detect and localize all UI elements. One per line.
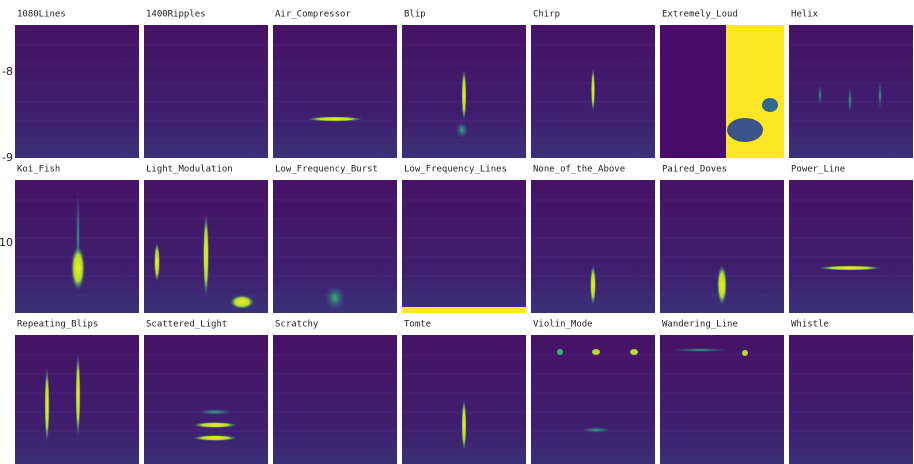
panel-label: Air_Compressor xyxy=(275,10,351,20)
panel-label: Scattered_Light xyxy=(146,320,227,330)
panel-label: Violin_Mode xyxy=(533,320,593,330)
panel-label: Chirp xyxy=(533,10,560,20)
panel-label: Wandering_Line xyxy=(662,320,738,330)
panel-label: None_of_the_Above xyxy=(533,165,625,175)
panel-label: Helix xyxy=(791,10,819,20)
panel-label: Paired_Doves xyxy=(662,165,727,175)
panel-label: Tomte xyxy=(404,320,431,330)
panel-label: Low_Frequency_Lines xyxy=(404,165,507,175)
side-label: -10 xyxy=(0,236,13,249)
spectrogram xyxy=(789,335,913,464)
panel-label: Light_Modulation xyxy=(146,165,233,175)
panel-label: Power_Line xyxy=(791,165,845,175)
panel-label: Whistle xyxy=(791,320,829,330)
spectrogram-grid: 1080Lines 1400Ripples Air_Compressor Blip Ch… xyxy=(0,0,914,464)
panel-label: Scratchy xyxy=(275,320,319,330)
spectrogram xyxy=(273,335,397,464)
panel-label: Low_Frequency_Burst xyxy=(275,165,378,175)
side-label: -8 xyxy=(2,65,13,78)
spectrogram xyxy=(660,335,784,464)
panel-label: Repeating_Blips xyxy=(17,320,98,330)
panel-label: Blip xyxy=(404,10,426,20)
panel-label: 1080Lines xyxy=(17,10,66,20)
spectrogram xyxy=(144,335,268,464)
side-label: -9 xyxy=(2,151,13,164)
panel-label: 1400Ripples xyxy=(146,10,206,20)
panel-label: Extremely_Loud xyxy=(662,10,738,20)
panel-label: Koi_Fish xyxy=(17,165,60,175)
